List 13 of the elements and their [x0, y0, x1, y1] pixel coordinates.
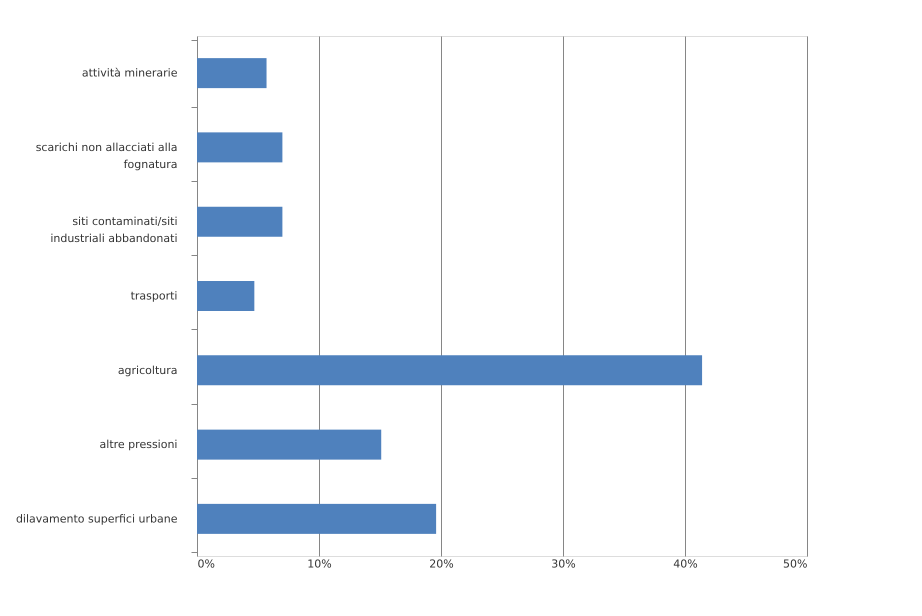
x-tick-label: 40%	[673, 558, 698, 570]
x-tick-label: 50%	[783, 558, 808, 570]
y-tick-label: dilavamento superfici urbane	[16, 512, 178, 526]
x-tick-label: 10%	[307, 558, 332, 570]
x-tick-label: 30%	[551, 558, 576, 570]
y-tick-label: scarichi non allacciati alla fognatura	[36, 140, 178, 171]
x-tick-label: 20%	[429, 558, 454, 570]
y-tick-label: trasporti	[130, 290, 178, 302]
x-tick-label: 0%	[198, 558, 215, 570]
y-tick-label: agricoltura	[118, 364, 178, 377]
y-tick-label: attività minerarie	[82, 66, 178, 80]
y-tick-label: siti contaminati/siti industriali abbandonati	[50, 215, 178, 246]
y-tick-label: altre pressioni	[100, 438, 178, 452]
